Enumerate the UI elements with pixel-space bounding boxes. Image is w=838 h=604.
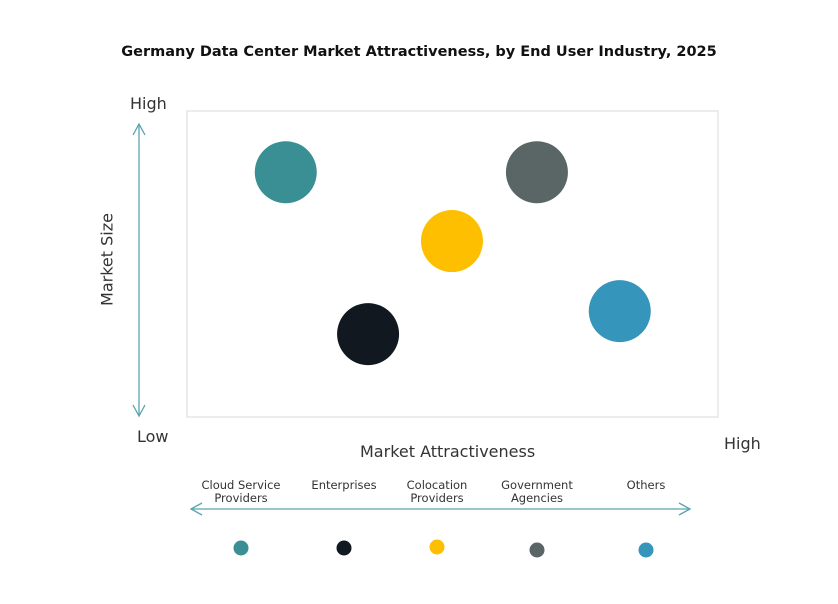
bubble-others	[588, 280, 651, 343]
bubble-enterprises	[337, 303, 400, 366]
bubble-government-agencies	[505, 141, 568, 204]
bubble-colocation-providers	[420, 210, 483, 273]
y-high-label: High	[130, 94, 167, 113]
legend-marker-cloud-service-providers	[233, 540, 249, 556]
bubble-cloud-service-providers	[254, 141, 317, 204]
legend-marker-others	[638, 542, 654, 558]
y-axis-arrow	[132, 122, 146, 418]
x-axis-label: Market Attractiveness	[360, 442, 536, 461]
legend-label-cloud-service-providers: Cloud Service Providers	[201, 478, 281, 505]
legend-marker-enterprises	[336, 540, 352, 556]
x-high-label: High	[724, 434, 761, 453]
legend-label-others: Others	[626, 478, 666, 492]
legend-marker-government-agencies	[529, 542, 545, 558]
legend-marker-colocation-providers	[429, 539, 445, 555]
legend-label-government-agencies: Government Agencies	[501, 478, 573, 505]
x-low-label: Low	[137, 427, 169, 446]
legend-arrow	[189, 502, 692, 516]
legend-label-enterprises: Enterprises	[311, 478, 377, 492]
plot-frame	[186, 110, 719, 418]
legend-label-colocation-providers: Colocation Providers	[406, 478, 468, 505]
chart-title: Germany Data Center Market Attractivenes…	[121, 44, 717, 60]
